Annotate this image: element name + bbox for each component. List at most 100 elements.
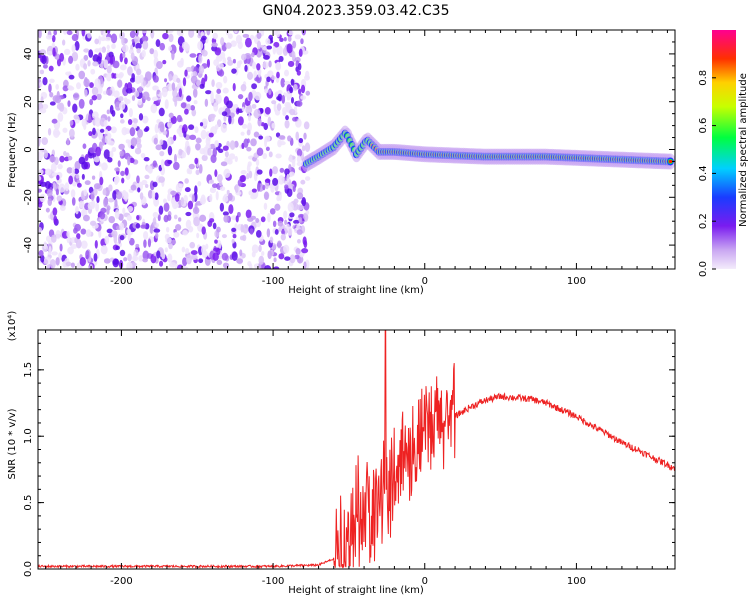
heatmap-noise-cell <box>117 160 121 167</box>
heatmap-noise-cell <box>279 37 284 43</box>
heatmap-noise-cell <box>138 86 143 94</box>
heatmap-noise-cell <box>47 198 53 207</box>
heatmap-noise-cell <box>271 100 277 105</box>
heatmap-noise-cell <box>103 149 111 160</box>
heatmap-noise-cell <box>173 134 177 141</box>
heatmap-noise-cell <box>50 234 57 243</box>
heatmap-noise-cell <box>45 34 53 40</box>
heatmap-noise-cell <box>38 30 42 39</box>
heatmap-noise-cell <box>205 90 212 95</box>
heatmap-noise-cell <box>193 100 198 105</box>
heatmap-noise-cell <box>235 34 243 44</box>
heatmap-noise-cell <box>108 184 113 192</box>
heatmap-noise-cell <box>114 175 120 184</box>
heatmap-noise-cell <box>109 55 114 65</box>
heatmap-noise-cell <box>272 220 277 228</box>
heatmap-noise-cell <box>300 38 304 45</box>
heatmap-noise-cell <box>173 202 180 209</box>
heatmap-noise-cell <box>239 249 243 257</box>
heatmap-noise-cell <box>287 60 295 68</box>
heatmap-noise-cell <box>145 126 150 132</box>
heatmap-noise-cell <box>63 48 71 56</box>
heatmap-noise-cell <box>70 262 75 268</box>
heatmap-noise-cell <box>231 68 237 74</box>
heatmap-noise-cell <box>38 136 41 147</box>
heatmap-noise-cell <box>131 95 136 101</box>
heatmap-noise-cell <box>244 64 248 72</box>
heatmap-noise-cell <box>126 261 133 269</box>
heatmap-noise-cell <box>284 80 291 86</box>
heatmap-noise-cell <box>292 40 297 49</box>
heatmap-noise-cell <box>92 61 99 67</box>
heatmap-noise-cell <box>296 70 301 76</box>
heatmap-noise-cell <box>206 58 211 68</box>
heatmap-noise-cell <box>226 189 230 195</box>
heatmap-noise-cell <box>181 41 189 50</box>
heatmap-noise-cell <box>180 57 184 66</box>
heatmap-noise-cell <box>59 205 66 211</box>
heatmap-noise-cell <box>71 51 79 62</box>
heatmap-noise-cell <box>88 49 94 58</box>
heatmap-noise-cell <box>145 184 149 189</box>
heatmap-noise-cell <box>66 167 73 174</box>
heatmap-noise-cell <box>188 163 195 170</box>
heatmap-noise-cell <box>119 64 127 71</box>
heatmap-noise-cell <box>168 242 173 250</box>
heatmap-noise-cell <box>240 84 247 92</box>
heatmap-noise-cell <box>298 137 304 144</box>
heatmap-noise-cell <box>139 192 144 200</box>
heatmap-noise-cell <box>125 139 130 144</box>
heatmap-noise-cell <box>142 258 148 263</box>
heatmap-noise-cell <box>83 189 88 197</box>
heatmap-noise-cell <box>265 146 270 152</box>
heatmap-noise-cell <box>53 30 58 36</box>
heatmap-noise-cell <box>221 111 228 117</box>
heatmap-noise-cell <box>234 30 238 34</box>
heatmap-noise-cell <box>119 119 125 124</box>
heatmap-noise-cell <box>231 251 238 261</box>
heatmap-noise-cell <box>40 254 45 263</box>
heatmap-noise-cell <box>167 193 171 202</box>
heatmap-noise-cell <box>265 38 271 45</box>
heatmap-noise-cell <box>166 214 172 221</box>
heatmap-noise-cell <box>123 193 129 202</box>
heatmap-noise-cell <box>213 102 219 112</box>
heatmap-noise-cell <box>262 152 268 160</box>
heatmap-noise-cell <box>285 103 292 113</box>
heatmap-noise-cell <box>71 197 76 206</box>
heatmap-noise-cell <box>63 151 67 157</box>
heatmap-noise-cell <box>250 52 255 58</box>
heatmap-noise-cell <box>129 30 136 39</box>
heatmap-noise-cell <box>251 188 257 193</box>
heatmap-noise-cell <box>223 114 227 122</box>
heatmap-noise-cell <box>290 78 295 86</box>
heatmap-noise-cell <box>269 208 276 215</box>
heatmap-noise-cell <box>118 101 126 111</box>
heatmap-noise-cell <box>298 48 303 57</box>
x-tick-label: 100 <box>567 576 586 587</box>
heatmap-noise-cell <box>43 259 49 265</box>
snr-x-ticks: -200 -100 0 100 <box>45 330 668 587</box>
heatmap-noise-cell <box>264 265 272 269</box>
heatmap-noise-cell <box>136 175 140 184</box>
heatmap-noise-cell <box>94 78 101 89</box>
heatmap-noise-cell <box>220 37 225 46</box>
x-tick-label: -200 <box>110 576 133 587</box>
heatmap-noise-cell <box>208 132 214 138</box>
heatmap-noise-cell <box>152 211 159 219</box>
heatmap-noise-cell <box>222 195 229 203</box>
heatmap-noise-cell <box>164 99 169 110</box>
heatmap-noise-cell <box>85 250 90 260</box>
heatmap-noise-cell <box>102 188 107 195</box>
heatmap-noise-cell <box>195 169 200 176</box>
heatmap-noise-cell <box>162 32 169 40</box>
heatmap-noise-cell <box>106 72 112 82</box>
heatmap-noise-cell <box>93 156 101 163</box>
heatmap-noise-cell <box>292 116 298 122</box>
colorbar-ticks: 0.0 0.2 0.4 0.6 0.8 <box>698 70 716 277</box>
heatmap-noise-cell <box>162 130 168 136</box>
heatmap-noise-cell <box>214 47 222 56</box>
heatmap-noise-cell <box>257 69 262 78</box>
heatmap-noise-cell <box>301 145 306 152</box>
heatmap-noise-cell <box>185 254 192 265</box>
